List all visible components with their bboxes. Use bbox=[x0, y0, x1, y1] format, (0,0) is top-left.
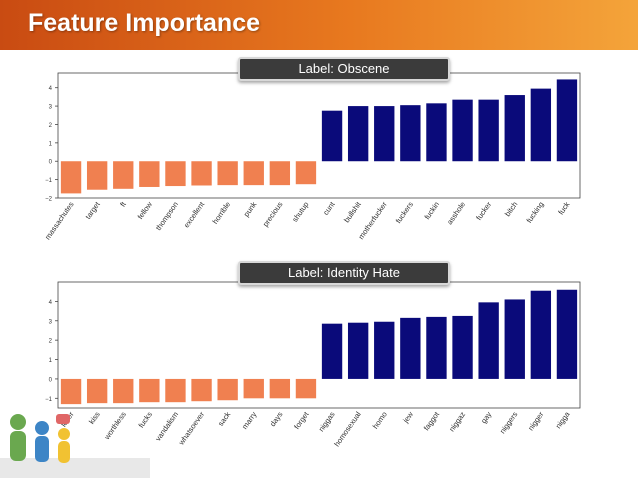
bar-fucks bbox=[139, 378, 160, 403]
bar-forget bbox=[295, 378, 317, 399]
bar-fuckers bbox=[400, 105, 421, 162]
x-tick-label: horrible bbox=[211, 200, 233, 226]
identity-hate-chart: −101234loverkissworthlessfucksvandalismw… bbox=[45, 281, 581, 449]
x-tick-label: cunt bbox=[321, 199, 337, 217]
plot-frame bbox=[57, 281, 581, 409]
x-tick-label: fuckers bbox=[394, 200, 415, 225]
y-tick-label: 4 bbox=[49, 300, 53, 306]
x-tick-label: fellow bbox=[136, 200, 155, 221]
bar-vandalism bbox=[165, 378, 186, 403]
x-tick-label: nigger bbox=[526, 410, 546, 433]
bar-days bbox=[269, 378, 291, 399]
x-tick-label: jew bbox=[401, 410, 416, 426]
bar-lover bbox=[60, 378, 82, 405]
bar-marry bbox=[243, 378, 264, 399]
bar-jew bbox=[400, 317, 421, 379]
x-tick-label: forget bbox=[292, 409, 311, 431]
obscene-label: Label: Obscene bbox=[238, 57, 450, 81]
y-tick-label: −1 bbox=[45, 397, 53, 403]
y-tick-label: 2 bbox=[49, 123, 53, 129]
bar-fuck bbox=[556, 79, 578, 162]
bar-worthless bbox=[113, 378, 134, 404]
people-decoration bbox=[0, 414, 150, 478]
y-tick-label: 0 bbox=[49, 160, 53, 166]
bar-fucker bbox=[478, 99, 499, 162]
x-tick-label: homo bbox=[371, 410, 389, 431]
x-tick-label: homosexual bbox=[332, 410, 363, 449]
y-tick-label: 0 bbox=[49, 377, 53, 383]
bar-motherfucker bbox=[374, 106, 395, 162]
x-tick-label: bitch bbox=[503, 200, 519, 218]
bar-asshole bbox=[452, 99, 473, 162]
x-tick-label: fuck bbox=[556, 200, 571, 217]
x-tick-label: niggaz bbox=[447, 410, 467, 433]
y-tick-label: 4 bbox=[49, 86, 53, 92]
bar-niggas bbox=[321, 323, 343, 379]
x-tick-label: nigga bbox=[554, 409, 572, 430]
identity-hate-label: Label: Identity Hate bbox=[238, 261, 450, 285]
plot-frame bbox=[57, 72, 581, 199]
bar-target bbox=[86, 161, 108, 190]
bar-whatsoever bbox=[191, 378, 212, 402]
obscene-chart: −2 −1 0 1 2 3 4 massachutes target ft fellow thomps… bbox=[43, 72, 581, 242]
x-tick-label: shutup bbox=[290, 200, 310, 224]
bar-thompson bbox=[165, 161, 186, 187]
x-tick-label: asshole bbox=[445, 200, 467, 226]
bar-ft bbox=[113, 161, 134, 189]
bar-fellow bbox=[139, 161, 160, 187]
bar-bullshit bbox=[347, 106, 369, 162]
x-tick-label: niggers bbox=[498, 410, 520, 436]
y-tick-label: 3 bbox=[49, 319, 53, 325]
bar-cunt bbox=[321, 110, 343, 162]
bar-faggot bbox=[426, 316, 447, 379]
x-tick-label: bullshit bbox=[342, 199, 363, 224]
y-tick-label: 1 bbox=[49, 358, 53, 364]
x-tick-label: whatsoever bbox=[176, 410, 206, 448]
bar-niggers bbox=[504, 299, 525, 379]
bar-niggaz bbox=[452, 315, 473, 379]
bar-bitch bbox=[504, 95, 525, 162]
x-tick-label: target bbox=[83, 199, 102, 221]
bar-nigger bbox=[530, 290, 552, 379]
y-tick-label: 3 bbox=[49, 105, 53, 111]
bar-excellent bbox=[191, 161, 212, 186]
slide-title: Feature Importance bbox=[28, 9, 261, 37]
x-tick-label: fucking bbox=[524, 200, 545, 225]
x-tick-label: days bbox=[268, 410, 285, 428]
x-tick-label: excellent bbox=[182, 199, 207, 229]
x-tick-label: punk bbox=[242, 200, 259, 219]
x-tick-label: fucker bbox=[474, 200, 493, 222]
bar-precious bbox=[269, 161, 291, 186]
x-tick-label: faggot bbox=[422, 409, 442, 432]
x-tick-label: ft bbox=[118, 199, 128, 208]
x-tick-label: sack bbox=[216, 410, 232, 428]
bar-punk bbox=[243, 161, 264, 186]
y-tick-label: −2 bbox=[45, 197, 53, 203]
bar-horrible bbox=[217, 161, 238, 186]
x-tick-label: marry bbox=[240, 410, 259, 431]
x-tick-label: vandalism bbox=[153, 410, 180, 443]
y-tick-label: 2 bbox=[49, 339, 53, 345]
bar-homo bbox=[374, 321, 395, 379]
x-tick-label: niggas bbox=[317, 410, 337, 433]
y-tick-label: −1 bbox=[45, 178, 53, 184]
bar-fuckin bbox=[426, 103, 447, 162]
bar-nigga bbox=[556, 289, 578, 379]
x-tick-label: precious bbox=[261, 200, 285, 229]
bar-kiss bbox=[86, 378, 108, 404]
x-tick-label: fuckin bbox=[422, 200, 441, 221]
x-tick-label: gay bbox=[479, 410, 493, 425]
bar-massachutes bbox=[60, 161, 82, 194]
x-tick-label: massachutes bbox=[43, 200, 76, 242]
slide-header: Feature Importance bbox=[0, 0, 638, 50]
bar-gay bbox=[478, 302, 499, 379]
x-tick-label: thompson bbox=[154, 200, 180, 232]
bar-homosexual bbox=[347, 322, 369, 379]
bar-shutup bbox=[295, 161, 317, 185]
y-tick-label: 1 bbox=[49, 141, 53, 147]
bar-sack bbox=[217, 378, 238, 401]
bar-fucking bbox=[530, 88, 552, 162]
